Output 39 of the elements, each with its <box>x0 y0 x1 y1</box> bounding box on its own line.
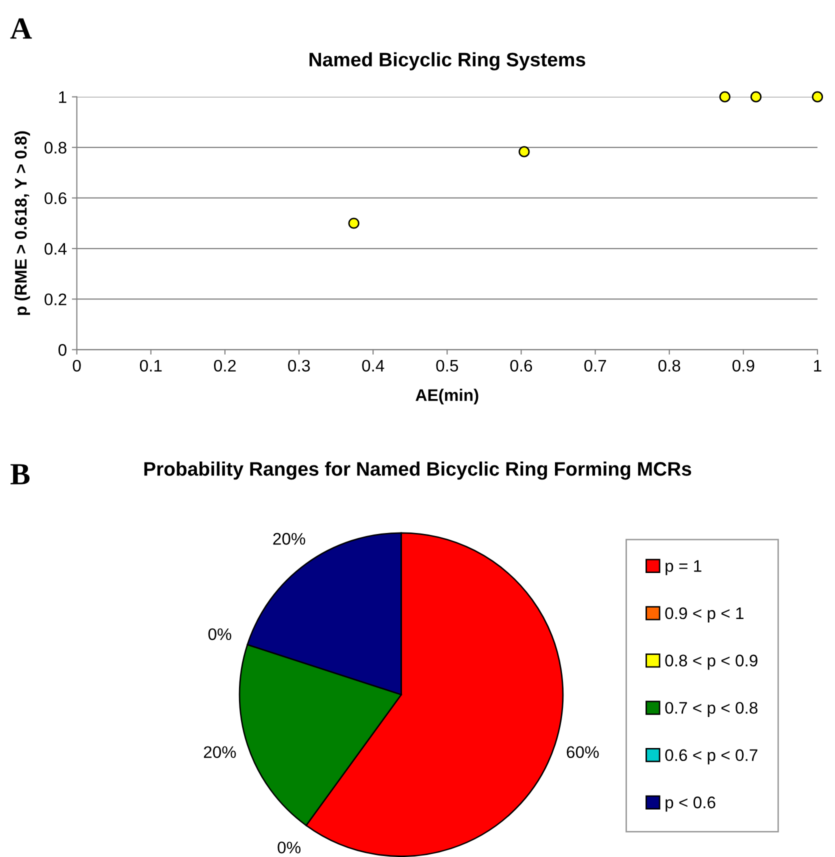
legend-label: p < 0.6 <box>666 796 716 812</box>
y-tick-label: 0 <box>58 344 66 356</box>
data-label: 20% <box>273 532 306 545</box>
data-label: 20% <box>204 746 236 758</box>
legend-label: 0.6 < p < 0.7 <box>665 749 758 764</box>
point <box>348 218 360 229</box>
x-tick-label: 0.5 <box>436 360 458 372</box>
data-label: 60% <box>566 746 599 758</box>
y-tick-label: 0.2 <box>44 293 66 306</box>
text: A <box>10 18 32 39</box>
legend-label: 0.7 < p < 0.8 <box>665 702 758 718</box>
chart-title: Named Bicyclic Ring Systems <box>310 52 586 70</box>
x-tick-label: 0.3 <box>288 360 310 372</box>
x-tick-label: 1 <box>814 360 822 372</box>
y-tick-label: 1 <box>59 91 66 103</box>
legend-label: 0.9 < p < 1 <box>665 607 744 622</box>
x-axis-title: AE(min) <box>416 388 478 404</box>
point <box>719 91 730 102</box>
x-tick-label: 0.4 <box>362 360 384 372</box>
y-axis-title: p (RME > 0.618, Y > 0.8) <box>14 131 30 315</box>
y-tick-label: 0.6 <box>44 192 66 204</box>
x-tick-label: 0.9 <box>732 360 754 372</box>
x-tick-label: 0.1 <box>140 360 162 372</box>
text: B <box>10 464 30 484</box>
x-tick-label: 0.8 <box>658 360 680 372</box>
text: 0% <box>208 628 232 640</box>
x-tick-label: 0.7 <box>584 360 606 372</box>
y-tick-label: 0.4 <box>44 242 67 255</box>
text: 0% <box>278 842 301 854</box>
chart-title: Probability Ranges for Named Bicyclic Ring Forming MCRs <box>144 462 692 480</box>
x-tick-label: 0 <box>72 360 81 372</box>
legend-label: 0.8 < p < 0.9 <box>665 654 758 670</box>
x-tick-label: 0.6 <box>510 360 532 372</box>
legend-label: p = 1 <box>666 560 702 576</box>
y-tick-label: 0.8 <box>44 142 66 154</box>
point <box>518 146 530 158</box>
point <box>750 91 762 102</box>
x-tick-label: 0.2 <box>214 360 236 372</box>
point <box>812 91 824 102</box>
